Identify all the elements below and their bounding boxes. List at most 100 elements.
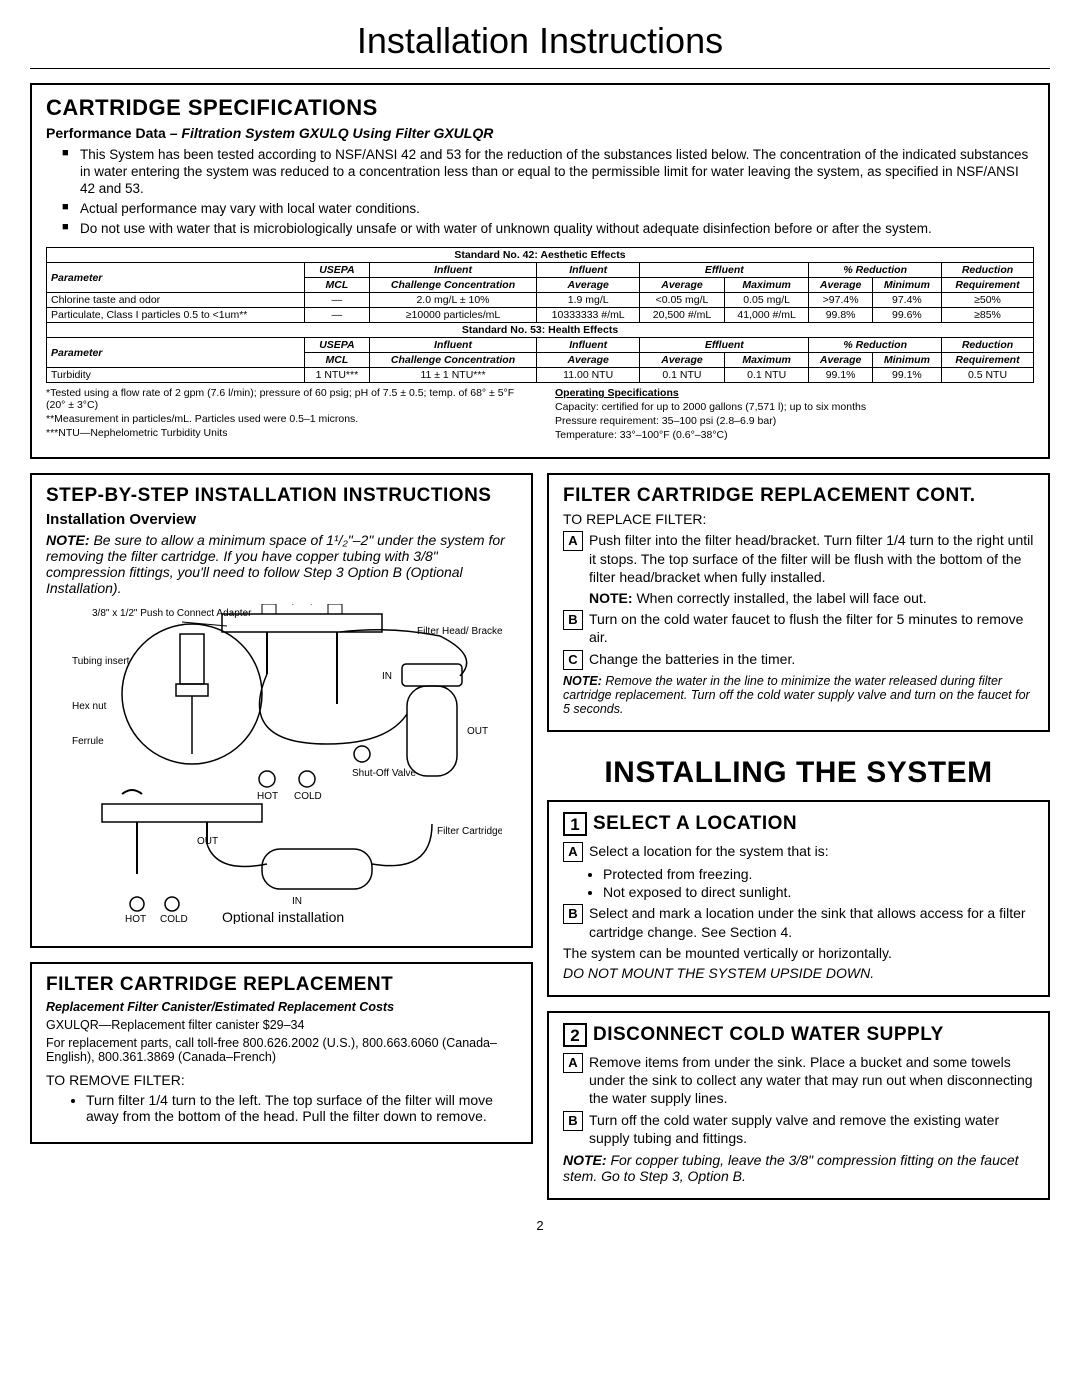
step-a: A Push filter into the filter head/brack…: [563, 531, 1034, 586]
lbl-hot: HOT: [257, 791, 278, 802]
diagram-svg: 3/8" x 1/2" Push to Connect Adapter Tubi…: [62, 604, 502, 924]
table-row: Turbidity 1 NTU*** 11 ± 1 NTU*** 11.00 N…: [47, 368, 1034, 383]
opspec-line: Temperature: 33°–100°F (0.6°–38°C): [555, 429, 1034, 441]
step-c: C Change the batteries in the timer.: [563, 650, 1034, 670]
fcr-sub: Replacement Filter Canister/Estimated Re…: [46, 1000, 517, 1014]
step-number: 2: [563, 1023, 587, 1047]
sec1-tail-ital: DO NOT MOUNT THE SYSTEM UPSIDE DOWN.: [563, 965, 1034, 981]
remove-title: TO REMOVE FILTER:: [46, 1072, 517, 1088]
bullet: Protected from freezing.: [603, 866, 1034, 882]
sub: Average: [537, 278, 640, 293]
footnote: *Tested using a flow rate of 2 gpm (7.6 …: [46, 387, 525, 411]
divider: [30, 68, 1050, 69]
lbl-shutoff: Shut-Off Valve: [352, 768, 417, 779]
step-text: Select and mark a location under the sin…: [589, 904, 1034, 940]
hdr: Influent: [369, 263, 536, 278]
sec1-b: B Select and mark a location under the s…: [563, 904, 1034, 940]
bullet: Not exposed to direct sunlight.: [603, 884, 1034, 900]
install-note: NOTE: Be sure to allow a minimum space o…: [46, 532, 517, 596]
step-number: 1: [563, 812, 587, 836]
disconnect-supply-block: 2 DISCONNECT COLD WATER SUPPLY A Remove …: [547, 1011, 1050, 1200]
bullet: This System has been tested according to…: [62, 147, 1034, 198]
sec1-a: A Select a location for the system that …: [563, 842, 1034, 862]
select-location-block: 1 SELECT A LOCATION A Select a location …: [547, 800, 1050, 996]
lbl-in: IN: [382, 671, 392, 682]
bullet: Do not use with water that is microbiolo…: [62, 221, 1034, 238]
left-column: STEP-BY-STEP INSTALLATION INSTRUCTIONS I…: [30, 473, 533, 1213]
installation-diagram: 3/8" x 1/2" Push to Connect Adapter Tubi…: [46, 604, 517, 924]
lbl-out2: OUT: [197, 836, 218, 847]
overview-heading: Installation Overview: [46, 511, 517, 528]
opspec-title: Operating Specifications: [555, 387, 1034, 399]
opspec-line: Capacity: certified for up to 2000 gallo…: [555, 401, 1034, 413]
step-text: Select a location for the system that is…: [589, 842, 1034, 860]
section-title: DISCONNECT COLD WATER SUPPLY: [593, 1024, 944, 1046]
fcr-heading: FILTER CARTRIDGE REPLACEMENT: [46, 974, 517, 996]
table-row: Particulate, Class I particles 0.5 to <1…: [47, 308, 1034, 323]
note-label: NOTE:: [46, 532, 90, 548]
footnote: ***NTU—Nephelometric Turbidity Units: [46, 427, 525, 439]
lbl-filterhead: Filter Head/ Bracket: [417, 626, 502, 637]
hdr-parameter: Parameter: [47, 263, 305, 293]
filter-replacement-cont-block: FILTER CARTRIDGE REPLACEMENT cont. TO RE…: [547, 473, 1050, 732]
sec2-a: A Remove items from under the sink. Plac…: [563, 1053, 1034, 1108]
lbl-cold2: COLD: [160, 914, 188, 924]
note-text: Be sure to allow a minimum space of 1¹/₂…: [46, 532, 505, 596]
sub: Average: [809, 278, 872, 293]
step-text: Turn off the cold water supply valve and…: [589, 1111, 1034, 1147]
cartridge-heading: CARTRIDGE SPECIFICATIONS: [46, 95, 1034, 121]
hdr: % Reduction: [809, 263, 942, 278]
footnotes: *Tested using a flow rate of 2 gpm (7.6 …: [46, 387, 1034, 443]
sub: Average: [640, 278, 725, 293]
lbl-adapter: 3/8" x 1/2" Push to Connect Adapter: [92, 608, 252, 619]
letter-box: C: [563, 650, 583, 670]
lbl-ferrule: Ferrule: [72, 736, 104, 747]
sec2-b: B Turn off the cold water supply valve a…: [563, 1111, 1034, 1147]
sec1-tail: The system can be mounted vertically or …: [563, 945, 1034, 961]
sub: Challenge Concentration: [369, 278, 536, 293]
fcr-cost: GXULQR—Replacement filter canister $29–3…: [46, 1018, 517, 1032]
filter-replacement-block: FILTER CARTRIDGE REPLACEMENT Replacement…: [30, 962, 533, 1144]
hdr: USEPA: [304, 263, 369, 278]
letter-box: A: [563, 531, 583, 551]
sub: Minimum: [872, 278, 941, 293]
fcr-cont-heading: FILTER CARTRIDGE REPLACEMENT cont.: [563, 485, 1034, 507]
fcr-contact: For replacement parts, call toll-free 80…: [46, 1036, 517, 1064]
sub: MCL: [304, 278, 369, 293]
step-by-step-block: STEP-BY-STEP INSTALLATION INSTRUCTIONS I…: [30, 473, 533, 948]
replace-title: TO REPLACE FILTER:: [563, 511, 1034, 527]
lbl-filtercart: Filter Cartridge: [437, 826, 502, 837]
cartridge-bullets: This System has been tested according to…: [62, 147, 1034, 237]
step-text: Remove items from under the sink. Place …: [589, 1053, 1034, 1108]
step-text: Turn on the cold water faucet to flush t…: [589, 610, 1034, 646]
sec1-bullets: Protected from freezing. Not exposed to …: [603, 866, 1034, 900]
footnote: **Measurement in particles/mL. Particles…: [46, 413, 525, 425]
sub: Requirement: [942, 278, 1034, 293]
remove-bullet: Turn filter 1/4 turn to the left. The to…: [86, 1092, 517, 1124]
lbl-optional: Optional installation: [222, 909, 344, 924]
performance-data-line: Performance Data – Filtration System GXU…: [46, 125, 1034, 141]
step-text: Change the batteries in the timer.: [589, 650, 1034, 668]
remove-steps: Turn filter 1/4 turn to the left. The to…: [86, 1092, 517, 1124]
note-a: NOTE: When correctly installed, the labe…: [589, 590, 1034, 606]
table-row: Chlorine taste and odor — 2.0 mg/L ± 10%…: [47, 293, 1034, 308]
standards-table: Standard No. 42: Aesthetic Effects Param…: [46, 247, 1034, 383]
bullet: Actual performance may vary with local w…: [62, 201, 1034, 218]
step-text: Push filter into the filter head/bracket…: [589, 531, 1034, 586]
perf-prefix: Performance Data –: [46, 125, 181, 141]
page-title: Installation Instructions: [30, 20, 1050, 62]
hdr: Influent: [537, 263, 640, 278]
page-number: 2: [30, 1218, 1050, 1233]
lbl-out: OUT: [467, 726, 488, 737]
step-heading: STEP-BY-STEP INSTALLATION INSTRUCTIONS: [46, 485, 517, 507]
lbl-hexnut: Hex nut: [72, 701, 107, 712]
note-b: NOTE: Remove the water in the line to mi…: [563, 674, 1034, 716]
sec2-note: NOTE: For copper tubing, leave the 3/8" …: [563, 1152, 1034, 1184]
table42-title: Standard No. 42: Aesthetic Effects: [47, 248, 1034, 263]
right-column: FILTER CARTRIDGE REPLACEMENT cont. TO RE…: [547, 473, 1050, 1213]
lbl-in2: IN: [292, 896, 302, 907]
opspec-line: Pressure requirement: 35–100 psi (2.8–6.…: [555, 415, 1034, 427]
lbl-hot2: HOT: [125, 914, 146, 924]
lbl-cold: COLD: [294, 791, 322, 802]
letter-box: B: [563, 1111, 583, 1131]
